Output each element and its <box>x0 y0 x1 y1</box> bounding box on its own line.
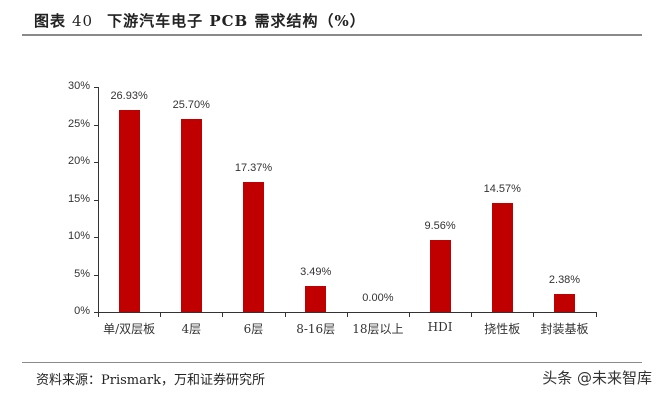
y-tick-label: 10% <box>67 230 90 242</box>
data-label: 0.00% <box>362 292 394 304</box>
data-label: 26.93% <box>110 90 148 103</box>
y-tick-label: 20% <box>67 155 90 167</box>
y-tick <box>94 312 98 313</box>
x-tick <box>98 312 99 317</box>
bar <box>491 202 513 312</box>
bottom-divider <box>22 362 642 363</box>
y-tick <box>94 237 98 238</box>
data-label: 17.37% <box>234 161 273 174</box>
y-tick-label: 0% <box>74 305 90 317</box>
x-category-label: 挠性板 <box>484 322 521 336</box>
x-tick <box>595 312 597 317</box>
figure-number: 40 <box>72 12 94 30</box>
bar <box>118 110 140 312</box>
data-label: 9.56% <box>424 220 456 233</box>
x-tick <box>409 312 410 317</box>
x-category-label: HDI <box>427 320 453 334</box>
x-category-label: 18层以上 <box>352 322 404 336</box>
x-category-label: 6层 <box>243 322 264 336</box>
x-category-label: 封装基板 <box>540 322 589 336</box>
bar <box>429 240 451 312</box>
bar <box>305 285 327 312</box>
y-tick <box>94 274 98 276</box>
watermark: 头条 @未来智库 <box>542 369 652 387</box>
x-category-label: 8-16层 <box>296 322 336 336</box>
y-tick-label: 5% <box>74 267 90 280</box>
source-note: 资料来源：Prismark，万和证券研究所 <box>36 373 265 388</box>
y-tick <box>94 162 98 163</box>
data-label: 14.57% <box>483 182 521 195</box>
data-label: 2.38% <box>548 274 581 287</box>
x-tick <box>533 312 535 317</box>
bar-chart: 0% 5% 10% 15% 20% 25% 30% 26.93% 单/双层板 25.70% 4层 17… <box>67 80 597 336</box>
top-divider <box>22 34 642 36</box>
data-label: 25.70% <box>172 99 210 112</box>
x-tick <box>346 312 348 317</box>
x-tick <box>222 312 224 317</box>
bar <box>554 294 575 312</box>
x-category-label: 单/双层板 <box>103 322 156 336</box>
bar <box>180 119 202 312</box>
data-label: 3.49% <box>300 265 332 278</box>
x-tick <box>284 312 286 317</box>
y-tick <box>94 199 98 201</box>
figure-label: 图表 <box>34 12 67 30</box>
y-tick <box>94 124 98 126</box>
y-tick <box>94 87 98 88</box>
bar <box>243 181 264 312</box>
figure-title-text: 下游汽车电子 PCB 需求结构（%） <box>107 12 366 30</box>
x-tick <box>471 312 473 317</box>
y-tick-label: 25% <box>67 117 90 130</box>
y-tick-label: 15% <box>67 192 90 205</box>
x-category-label: 4层 <box>181 322 202 336</box>
y-axis <box>98 87 99 313</box>
figure-title: 图表 40 下游汽车电子 PCB 需求结构（%） <box>34 10 366 31</box>
y-tick-label: 30% <box>67 80 90 92</box>
x-tick <box>160 312 162 317</box>
